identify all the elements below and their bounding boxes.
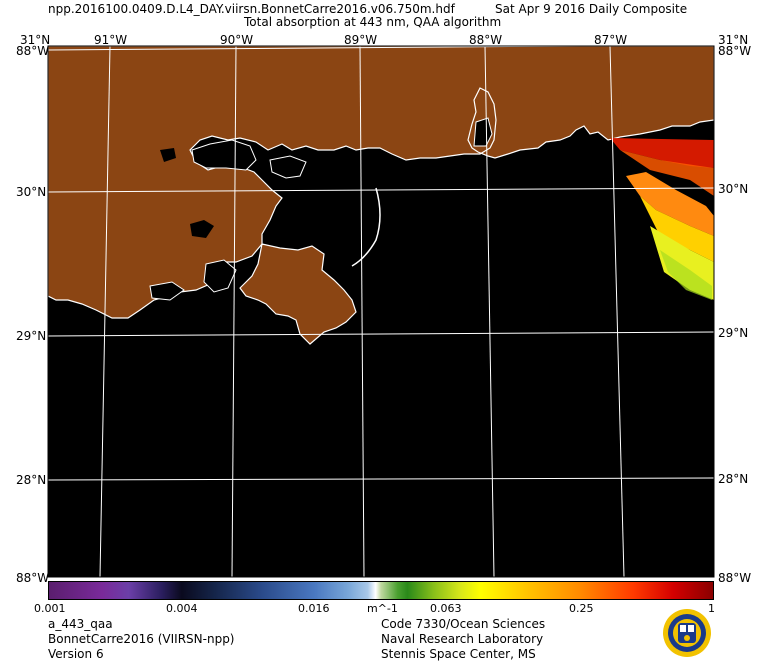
lat-label-88w-left-bottom: 88°W	[16, 571, 50, 585]
lon-label-87w: 87°W	[594, 33, 628, 47]
lat-label-28n-left: 28°N	[16, 473, 47, 487]
footer-code: Code 7330/Ocean Sciences	[381, 617, 546, 631]
delta-land	[239, 243, 357, 345]
footer-region: BonnetCarre2016 (VIIRSN-npp)	[48, 632, 235, 646]
footer-lab: Naval Research Laboratory	[381, 632, 544, 646]
colorbar-tick-025: 0.25	[569, 602, 594, 615]
colorbar-tick-0016: 0.016	[298, 602, 330, 615]
colorbar-tick-0001: 0.001	[34, 602, 66, 615]
lake-borgne	[269, 155, 307, 179]
colorbar-unit: m^-1	[367, 602, 398, 615]
lat-label-88w-right-top: 88°W	[718, 44, 752, 58]
footer-location: Stennis Space Center, MS	[381, 647, 536, 661]
colorbar-tick-0063: 0.063	[430, 602, 462, 615]
lat-label-88w-right-bottom: 88°W	[718, 571, 752, 585]
date-title: Sat Apr 9 2016 Daily Composite	[495, 2, 688, 16]
lat-label-30n-right: 30°N	[718, 182, 749, 196]
lon-label-corner: 31°N	[20, 33, 51, 47]
lon-label-91w: 91°W	[94, 33, 128, 47]
nrl-seal-icon	[663, 609, 711, 657]
colorbar	[48, 581, 714, 600]
lake-pontchartrain	[191, 139, 257, 171]
lon-label-89w: 89°W	[344, 33, 378, 47]
product-title: Total absorption at 443 nm, QAA algorith…	[244, 15, 502, 29]
chandeleur-islands	[351, 187, 381, 267]
footer-version: Version 6	[48, 647, 104, 661]
colorbar-tick-0004: 0.004	[166, 602, 198, 615]
lon-label-90w: 90°W	[220, 33, 254, 47]
lat-label-28n-right: 28°N	[718, 472, 749, 486]
lat-label-88w-left-top: 88°W	[16, 44, 50, 58]
barataria-bay	[203, 259, 237, 293]
terrebonne-bay	[149, 281, 185, 301]
inland-water	[190, 220, 214, 238]
lon-label-88w: 88°W	[469, 33, 503, 47]
lon-label-corner-right: 31°N	[718, 33, 749, 47]
lat-label-30n-left: 30°N	[16, 185, 47, 199]
filename-title: npp.2016100.0409.D.L4_DAY.viirsn.BonnetC…	[48, 2, 455, 16]
footer-product: a_443_qaa	[48, 617, 113, 631]
lat-label-29n-right: 29°N	[718, 326, 749, 340]
lat-label-29n-left: 29°N	[16, 329, 47, 343]
lake-maurepas	[160, 148, 176, 162]
colorbar-tick-1: 1	[708, 602, 715, 615]
